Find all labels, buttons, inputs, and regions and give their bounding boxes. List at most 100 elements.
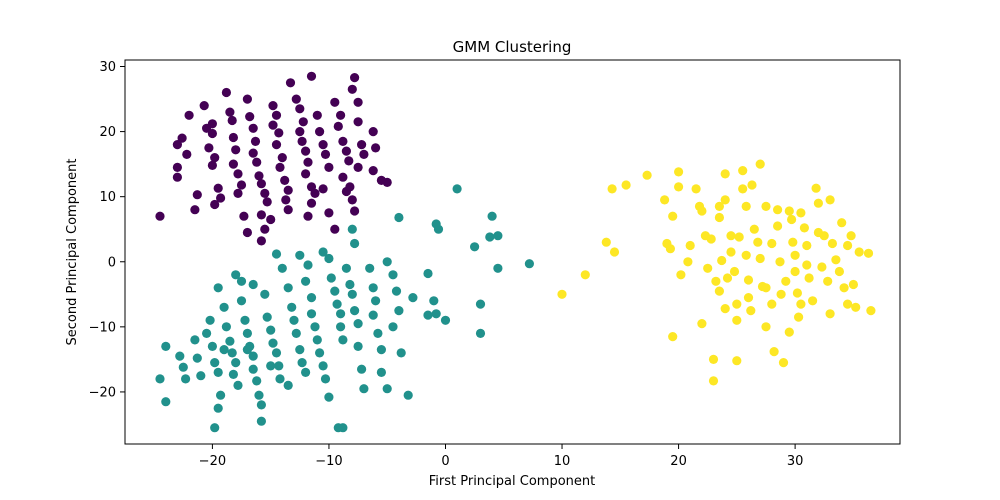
data-point xyxy=(207,119,217,129)
data-point xyxy=(642,170,652,180)
data-point xyxy=(248,364,258,374)
data-point xyxy=(236,180,247,190)
data-point xyxy=(306,293,317,303)
data-point xyxy=(280,175,290,185)
x-tick-label: 30 xyxy=(787,454,804,469)
data-point xyxy=(732,356,742,366)
data-point xyxy=(161,397,171,407)
data-point xyxy=(408,293,418,303)
data-point xyxy=(668,211,678,221)
y-axis-label: Second Principal Component xyxy=(65,159,80,346)
data-point xyxy=(161,341,171,351)
data-point xyxy=(708,376,719,386)
data-point xyxy=(357,364,367,374)
data-point xyxy=(347,224,357,234)
data-point xyxy=(291,328,301,338)
data-point xyxy=(720,195,730,205)
data-point xyxy=(773,205,783,215)
data-point xyxy=(236,276,247,286)
data-point xyxy=(250,136,261,146)
data-point xyxy=(295,250,305,260)
data-point xyxy=(429,296,439,306)
data-point xyxy=(834,266,845,277)
data-point xyxy=(248,351,258,361)
data-point xyxy=(225,107,235,117)
data-point xyxy=(303,211,313,221)
data-point xyxy=(781,276,791,286)
data-point xyxy=(368,310,378,320)
data-point xyxy=(353,319,363,329)
data-point xyxy=(254,390,264,400)
data-point xyxy=(811,183,821,193)
data-point xyxy=(213,367,223,377)
data-point xyxy=(376,367,386,377)
data-point xyxy=(271,249,282,259)
data-point xyxy=(697,319,707,329)
data-point xyxy=(204,143,214,153)
data-point xyxy=(775,257,785,267)
data-point xyxy=(336,110,346,120)
data-point xyxy=(796,208,806,218)
data-point xyxy=(283,185,293,195)
data-point xyxy=(155,211,165,221)
data-point xyxy=(493,231,503,241)
data-point xyxy=(320,374,331,384)
data-point xyxy=(338,335,348,345)
data-point xyxy=(266,361,276,371)
data-point xyxy=(310,322,320,332)
x-tick-label: −20 xyxy=(199,454,226,469)
data-point xyxy=(268,120,278,130)
data-point xyxy=(368,283,378,293)
data-point xyxy=(706,234,716,244)
data-point xyxy=(790,266,800,277)
data-point xyxy=(210,199,220,210)
data-point xyxy=(741,201,751,211)
data-point xyxy=(808,296,818,306)
data-point xyxy=(732,315,742,325)
data-point xyxy=(213,403,223,413)
data-point xyxy=(776,289,786,299)
data-point xyxy=(843,240,853,251)
data-point xyxy=(720,169,730,179)
data-point xyxy=(324,392,334,402)
data-point xyxy=(177,133,187,143)
data-point xyxy=(210,423,220,433)
data-point xyxy=(726,247,736,257)
data-point xyxy=(732,299,742,309)
data-point xyxy=(266,325,276,335)
data-point xyxy=(802,240,812,251)
data-point xyxy=(268,338,278,348)
data-point xyxy=(318,247,328,257)
data-point xyxy=(275,374,285,384)
data-point xyxy=(790,250,800,260)
series-2 xyxy=(557,159,876,386)
data-point xyxy=(275,162,285,172)
data-point xyxy=(452,184,462,194)
x-tick-label: −10 xyxy=(315,454,342,469)
data-point xyxy=(213,183,223,193)
data-point xyxy=(734,232,744,242)
data-point xyxy=(324,253,334,264)
data-point xyxy=(303,260,313,270)
data-point xyxy=(344,156,354,166)
data-point xyxy=(221,87,231,98)
data-point xyxy=(242,328,252,338)
data-point xyxy=(336,322,346,332)
y-tick-label: 0 xyxy=(108,255,116,270)
plot-area-frame xyxy=(124,59,901,445)
data-point xyxy=(863,248,874,258)
data-point xyxy=(239,211,249,221)
data-point xyxy=(676,270,686,280)
data-point xyxy=(345,279,355,290)
data-point xyxy=(350,238,360,249)
data-point xyxy=(493,263,503,273)
data-point xyxy=(333,121,343,131)
data-point xyxy=(761,201,771,211)
data-point xyxy=(287,302,297,312)
data-point xyxy=(717,255,727,266)
data-point xyxy=(368,127,378,137)
data-point xyxy=(205,315,215,325)
data-point xyxy=(607,184,617,194)
data-point xyxy=(228,132,238,143)
